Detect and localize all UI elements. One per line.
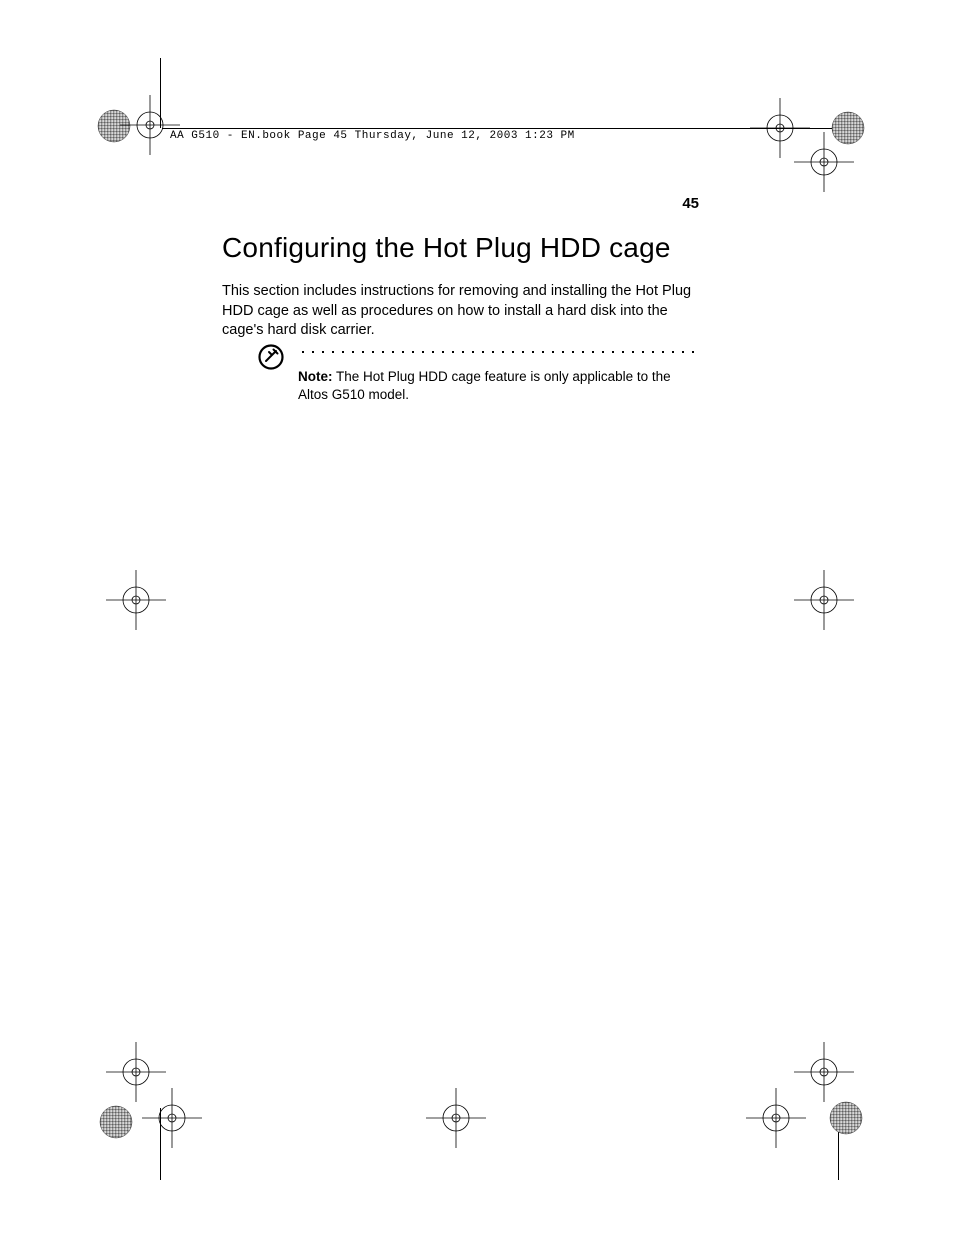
- page-title: Configuring the Hot Plug HDD cage: [222, 232, 671, 264]
- registration-mark-icon: [784, 560, 864, 640]
- registration-mark-icon: [416, 1078, 496, 1158]
- registration-mark-icon: [110, 85, 190, 165]
- intro-paragraph: This section includes instructions for r…: [222, 282, 702, 341]
- registration-mark-icon: [132, 1078, 212, 1158]
- page-number: 45: [682, 195, 699, 212]
- document-page: AA G510 - EN.book Page 45 Thursday, June…: [0, 0, 954, 1235]
- note-icon: [258, 344, 284, 370]
- registration-sphere-icon: [98, 1104, 134, 1140]
- note-body: The Hot Plug HDD cage feature is only ap…: [298, 369, 671, 402]
- registration-sphere-icon: [828, 1100, 864, 1136]
- note-divider-dots: [298, 350, 698, 354]
- running-header: AA G510 - EN.book Page 45 Thursday, June…: [170, 130, 575, 142]
- registration-mark-icon: [96, 560, 176, 640]
- registration-mark-icon: [784, 122, 864, 202]
- note-text: Note: The Hot Plug HDD cage feature is o…: [298, 368, 698, 404]
- header-underline: [162, 128, 838, 129]
- note-label: Note:: [298, 369, 333, 384]
- registration-mark-icon: [736, 1078, 816, 1158]
